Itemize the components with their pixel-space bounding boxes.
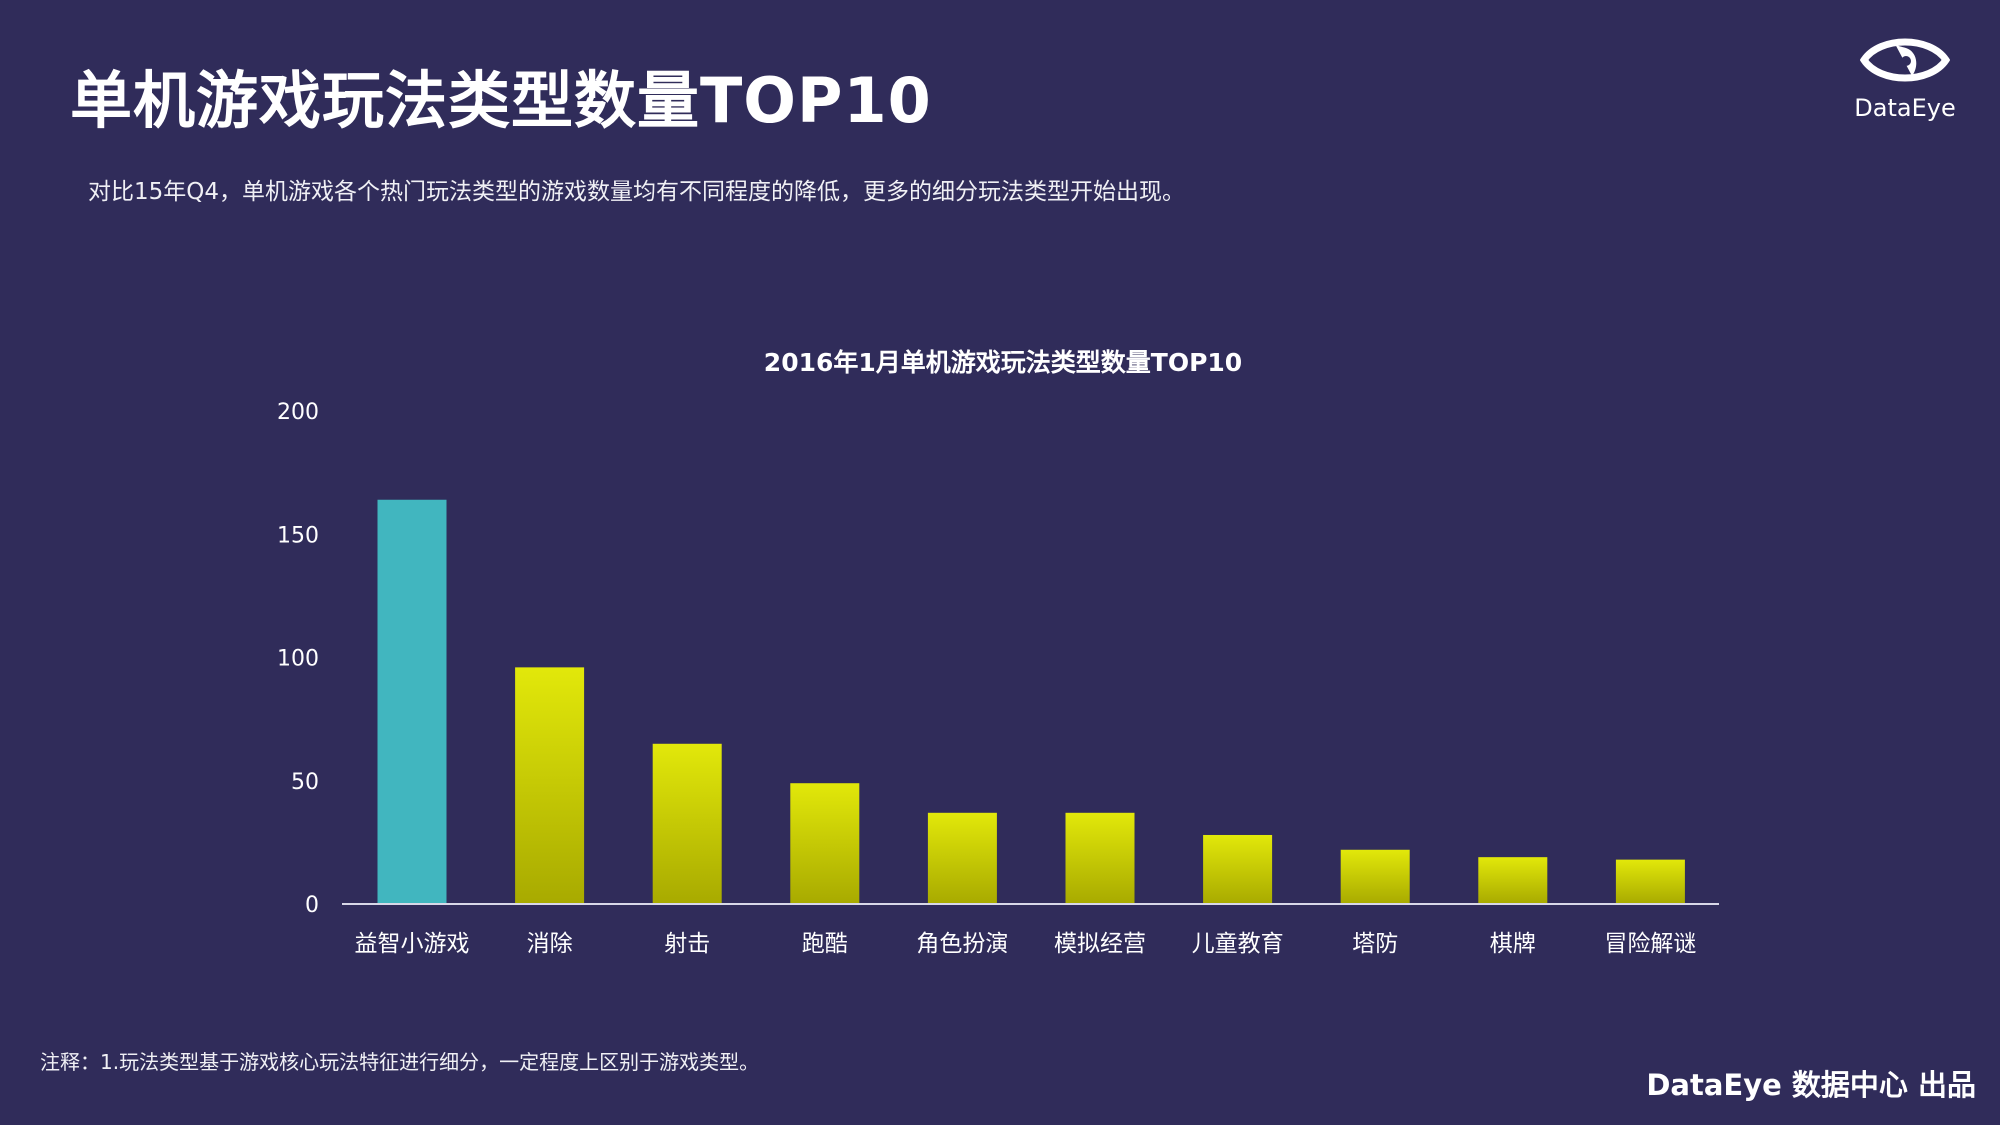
bar [927, 812, 997, 904]
dataeye-logo: DataEye [1840, 32, 1970, 122]
x-tick-label: 棋牌 [1490, 931, 1536, 957]
x-tick-label: 儿童教育 [1192, 931, 1284, 957]
logo-text: DataEye [1854, 94, 1956, 122]
y-tick-label: 200 [277, 400, 319, 425]
bar [790, 783, 860, 904]
eye-icon [1859, 38, 1951, 82]
page-title: 单机游戏玩法类型数量TOP10 [70, 64, 932, 137]
chart-title: 2016年1月单机游戏玩法类型数量TOP10 [764, 348, 1242, 377]
bar [1065, 812, 1135, 904]
bar [1478, 857, 1548, 904]
bar [377, 499, 447, 904]
page-subtitle: 对比15年Q4，单机游戏各个热门玩法类型的游戏数量均有不同程度的降低，更多的细分… [88, 179, 1186, 205]
x-tick-label: 塔防 [1352, 931, 1398, 957]
bar [515, 667, 585, 904]
footnote: 注释：1.玩法类型基于游戏核心玩法特征进行细分，一定程度上区别于游戏类型。 [40, 1050, 760, 1074]
bar [1340, 849, 1410, 904]
bar [1203, 834, 1273, 904]
bar [652, 743, 722, 904]
x-tick-label: 角色扮演 [916, 931, 1008, 957]
y-tick-label: 0 [305, 893, 319, 918]
credit-text: DataEye 数据中心 出品 [1646, 1068, 1976, 1102]
bar [1615, 859, 1685, 904]
y-tick-label: 50 [291, 770, 319, 795]
x-tick-label: 射击 [664, 931, 710, 957]
x-tick-label: 消除 [527, 931, 573, 957]
x-tick-label: 益智小游戏 [355, 931, 470, 957]
x-tick-label: 跑酷 [802, 931, 848, 957]
y-tick-label: 150 [277, 523, 319, 548]
y-tick-label: 100 [277, 647, 319, 672]
x-tick-label: 冒险解谜 [1604, 931, 1696, 957]
x-tick-label: 模拟经营 [1054, 931, 1146, 957]
